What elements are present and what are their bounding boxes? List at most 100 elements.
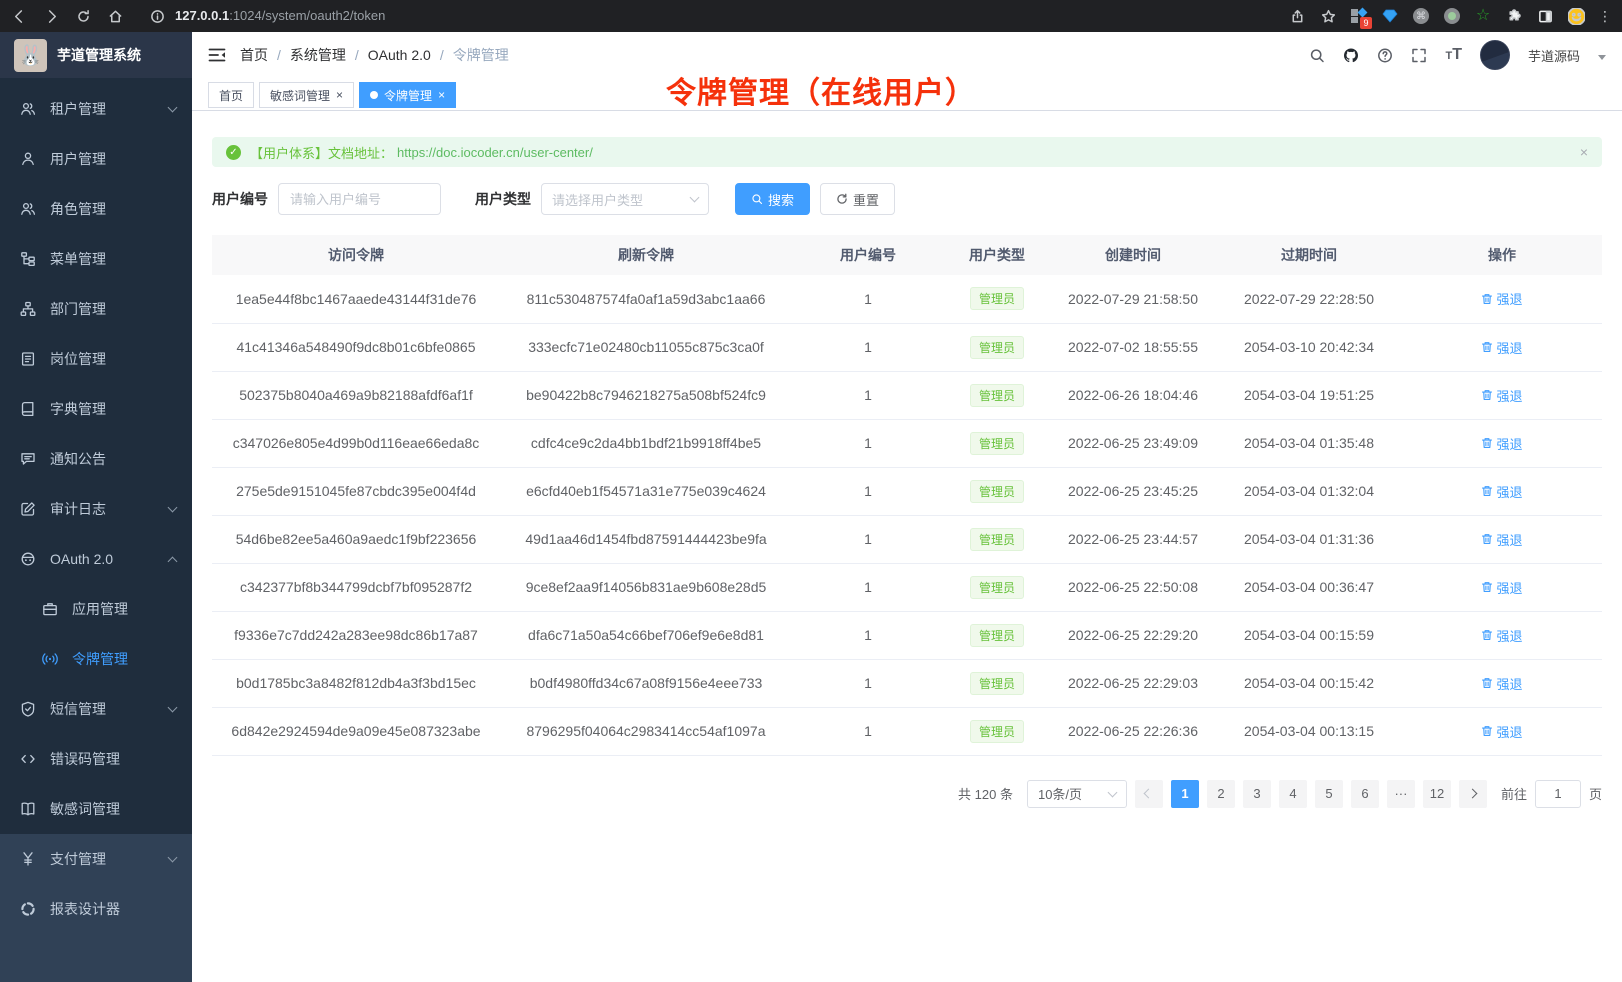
help-icon[interactable] xyxy=(1377,47,1393,63)
page-button-4[interactable]: 4 xyxy=(1278,779,1307,808)
next-page-button[interactable] xyxy=(1458,779,1487,808)
sidebar-item-report-designer[interactable]: 报表设计器 xyxy=(0,884,192,934)
user-id-cell: 1 xyxy=(792,611,944,660)
breadcrumb-item[interactable]: 首页 xyxy=(240,47,268,63)
prev-page-button[interactable] xyxy=(1134,779,1163,808)
force-logout-button[interactable]: 强退 xyxy=(1481,338,1523,357)
sidebar-item-dict[interactable]: 字典管理 xyxy=(0,384,192,434)
tab-首页[interactable]: 首页 xyxy=(208,82,255,108)
alert-doc-link[interactable]: https://doc.iocoder.cn/user-center/ xyxy=(397,144,593,160)
user-menu-caret-icon[interactable] xyxy=(1598,54,1606,60)
user-id-cell: 1 xyxy=(792,515,944,564)
sidebar-item-user[interactable]: 用户管理 xyxy=(0,134,192,184)
reset-button[interactable]: 重置 xyxy=(820,183,896,215)
user-avatar[interactable] xyxy=(1479,40,1510,70)
force-logout-button[interactable]: 强退 xyxy=(1481,386,1523,405)
action-cell: 强退 xyxy=(1402,467,1602,516)
extensions-puzzle-icon[interactable] xyxy=(1505,7,1523,25)
extension-command-icon[interactable]: ⌘ xyxy=(1412,7,1430,25)
more-pages-button[interactable]: ··· xyxy=(1386,779,1415,808)
force-logout-button[interactable]: 强退 xyxy=(1481,434,1523,453)
breadcrumb-item[interactable]: OAuth 2.0 xyxy=(367,47,431,63)
sidebar-item-oauth2-app[interactable]: 应用管理 xyxy=(0,584,192,634)
browser-menu-icon[interactable]: ⋮ xyxy=(1598,7,1612,24)
trash-icon xyxy=(1481,389,1493,401)
search-button-label: 搜索 xyxy=(768,192,795,208)
goto-page-input[interactable] xyxy=(1534,779,1581,808)
sidebar-item-post[interactable]: 岗位管理 xyxy=(0,334,192,384)
browser-back-icon[interactable] xyxy=(10,7,28,25)
page-button-2[interactable]: 2 xyxy=(1206,779,1235,808)
browser-home-icon[interactable] xyxy=(106,7,124,25)
force-logout-button[interactable]: 强退 xyxy=(1481,289,1523,308)
app-icon xyxy=(42,601,58,617)
search-icon[interactable] xyxy=(1309,47,1325,63)
action-cell: 强退 xyxy=(1402,515,1602,564)
action-cell: 强退 xyxy=(1402,419,1602,468)
access-token-cell: 1ea5e44f8bc1467aaede43144f31de76 xyxy=(212,275,500,324)
page-button-6[interactable]: 6 xyxy=(1350,779,1379,808)
share-icon[interactable] xyxy=(1288,7,1306,25)
user-type-select[interactable]: 请选择用户类型 xyxy=(541,183,709,215)
side-panel-icon[interactable] xyxy=(1536,7,1554,25)
force-logout-button[interactable]: 强退 xyxy=(1481,530,1523,549)
page-size-select[interactable]: 10条/页 xyxy=(1026,779,1127,808)
profile-avatar-icon[interactable] xyxy=(1567,7,1585,25)
page-button-1[interactable]: 1 xyxy=(1170,779,1199,808)
user-type-badge: 管理员 xyxy=(969,623,1024,647)
browser-forward-icon[interactable] xyxy=(42,7,60,25)
sidebar-collapse-button[interactable] xyxy=(208,47,226,63)
force-logout-button[interactable]: 强退 xyxy=(1481,626,1523,645)
sidebar-item-pay[interactable]: 支付管理 xyxy=(0,834,192,884)
page-button-3[interactable]: 3 xyxy=(1242,779,1271,808)
sidebar-item-error-code[interactable]: 错误码管理 xyxy=(0,734,192,784)
user-type-cell: 管理员 xyxy=(944,611,1050,660)
sidebar-item-audit-log[interactable]: 审计日志 xyxy=(0,484,192,534)
breadcrumb-item[interactable]: 系统管理 xyxy=(289,47,346,63)
page-button-5[interactable]: 5 xyxy=(1314,779,1343,808)
tab-label: 首页 xyxy=(219,88,244,103)
force-logout-button[interactable]: 强退 xyxy=(1481,722,1523,741)
force-logout-button[interactable]: 强退 xyxy=(1481,578,1523,597)
page-button-12[interactable]: 12 xyxy=(1422,779,1451,808)
sidebar-item-sensitive-word[interactable]: 敏感词管理 xyxy=(0,784,192,834)
extension-gem-icon[interactable] xyxy=(1381,7,1399,25)
url-host: 127.0.0.1 xyxy=(175,8,230,23)
tab-close-icon[interactable]: × xyxy=(336,88,344,102)
user-type-cell: 管理员 xyxy=(944,563,1050,612)
sidebar-item-tenant[interactable]: 租户管理 xyxy=(0,84,192,134)
extension-grid-icon[interactable]: 9 xyxy=(1350,7,1372,29)
table-row: c342377bf8b344799dcbf7bf095287f2 9ce8ef2a… xyxy=(212,563,1602,612)
tab-close-icon[interactable]: × xyxy=(438,88,446,102)
user-type-badge: 管理员 xyxy=(969,575,1024,599)
site-info-icon[interactable] xyxy=(148,7,166,25)
sidebar-item-menu[interactable]: 菜单管理 xyxy=(0,234,192,284)
force-logout-button[interactable]: 强退 xyxy=(1481,674,1523,693)
fullscreen-icon[interactable] xyxy=(1411,47,1427,63)
sidebar-item-notice[interactable]: 通知公告 xyxy=(0,434,192,484)
user-id-input[interactable] xyxy=(278,183,441,215)
search-button[interactable]: 搜索 xyxy=(735,183,811,215)
sidebar-item-oauth2-token[interactable]: 令牌管理 xyxy=(0,634,192,684)
expire-time-cell: 2054-03-04 00:15:59 xyxy=(1216,611,1402,660)
force-logout-button[interactable]: 强退 xyxy=(1481,482,1523,501)
bookmark-star-icon[interactable] xyxy=(1319,7,1337,25)
sidebar-item-label: 报表设计器 xyxy=(50,901,120,917)
github-icon[interactable] xyxy=(1343,47,1359,63)
address-bar[interactable]: 127.0.0.1:1024/system/oauth2/token xyxy=(148,7,1274,25)
extension-star-icon[interactable]: ☆ xyxy=(1475,7,1491,24)
sidebar-item-dept[interactable]: 部门管理 xyxy=(0,284,192,334)
extension-record-icon[interactable] xyxy=(1443,7,1461,25)
browser-reload-icon[interactable] xyxy=(74,7,92,25)
sidebar-item-oauth2[interactable]: OAuth 2.0 xyxy=(0,534,192,584)
app-logo[interactable]: 🐰 芋道管理系统 xyxy=(0,32,192,78)
tab-bar: 首页 敏感词管理 × 令牌管理 × xyxy=(192,78,1622,111)
tab-敏感词管理[interactable]: 敏感词管理 × xyxy=(259,82,355,108)
trash-icon xyxy=(1481,341,1493,353)
sidebar-item-sms[interactable]: 短信管理 xyxy=(0,684,192,734)
sidebar-item-role[interactable]: 角色管理 xyxy=(0,184,192,234)
trash-icon xyxy=(1481,293,1493,305)
alert-close-icon[interactable]: × xyxy=(1579,144,1588,160)
tab-令牌管理[interactable]: 令牌管理 × xyxy=(359,82,457,108)
